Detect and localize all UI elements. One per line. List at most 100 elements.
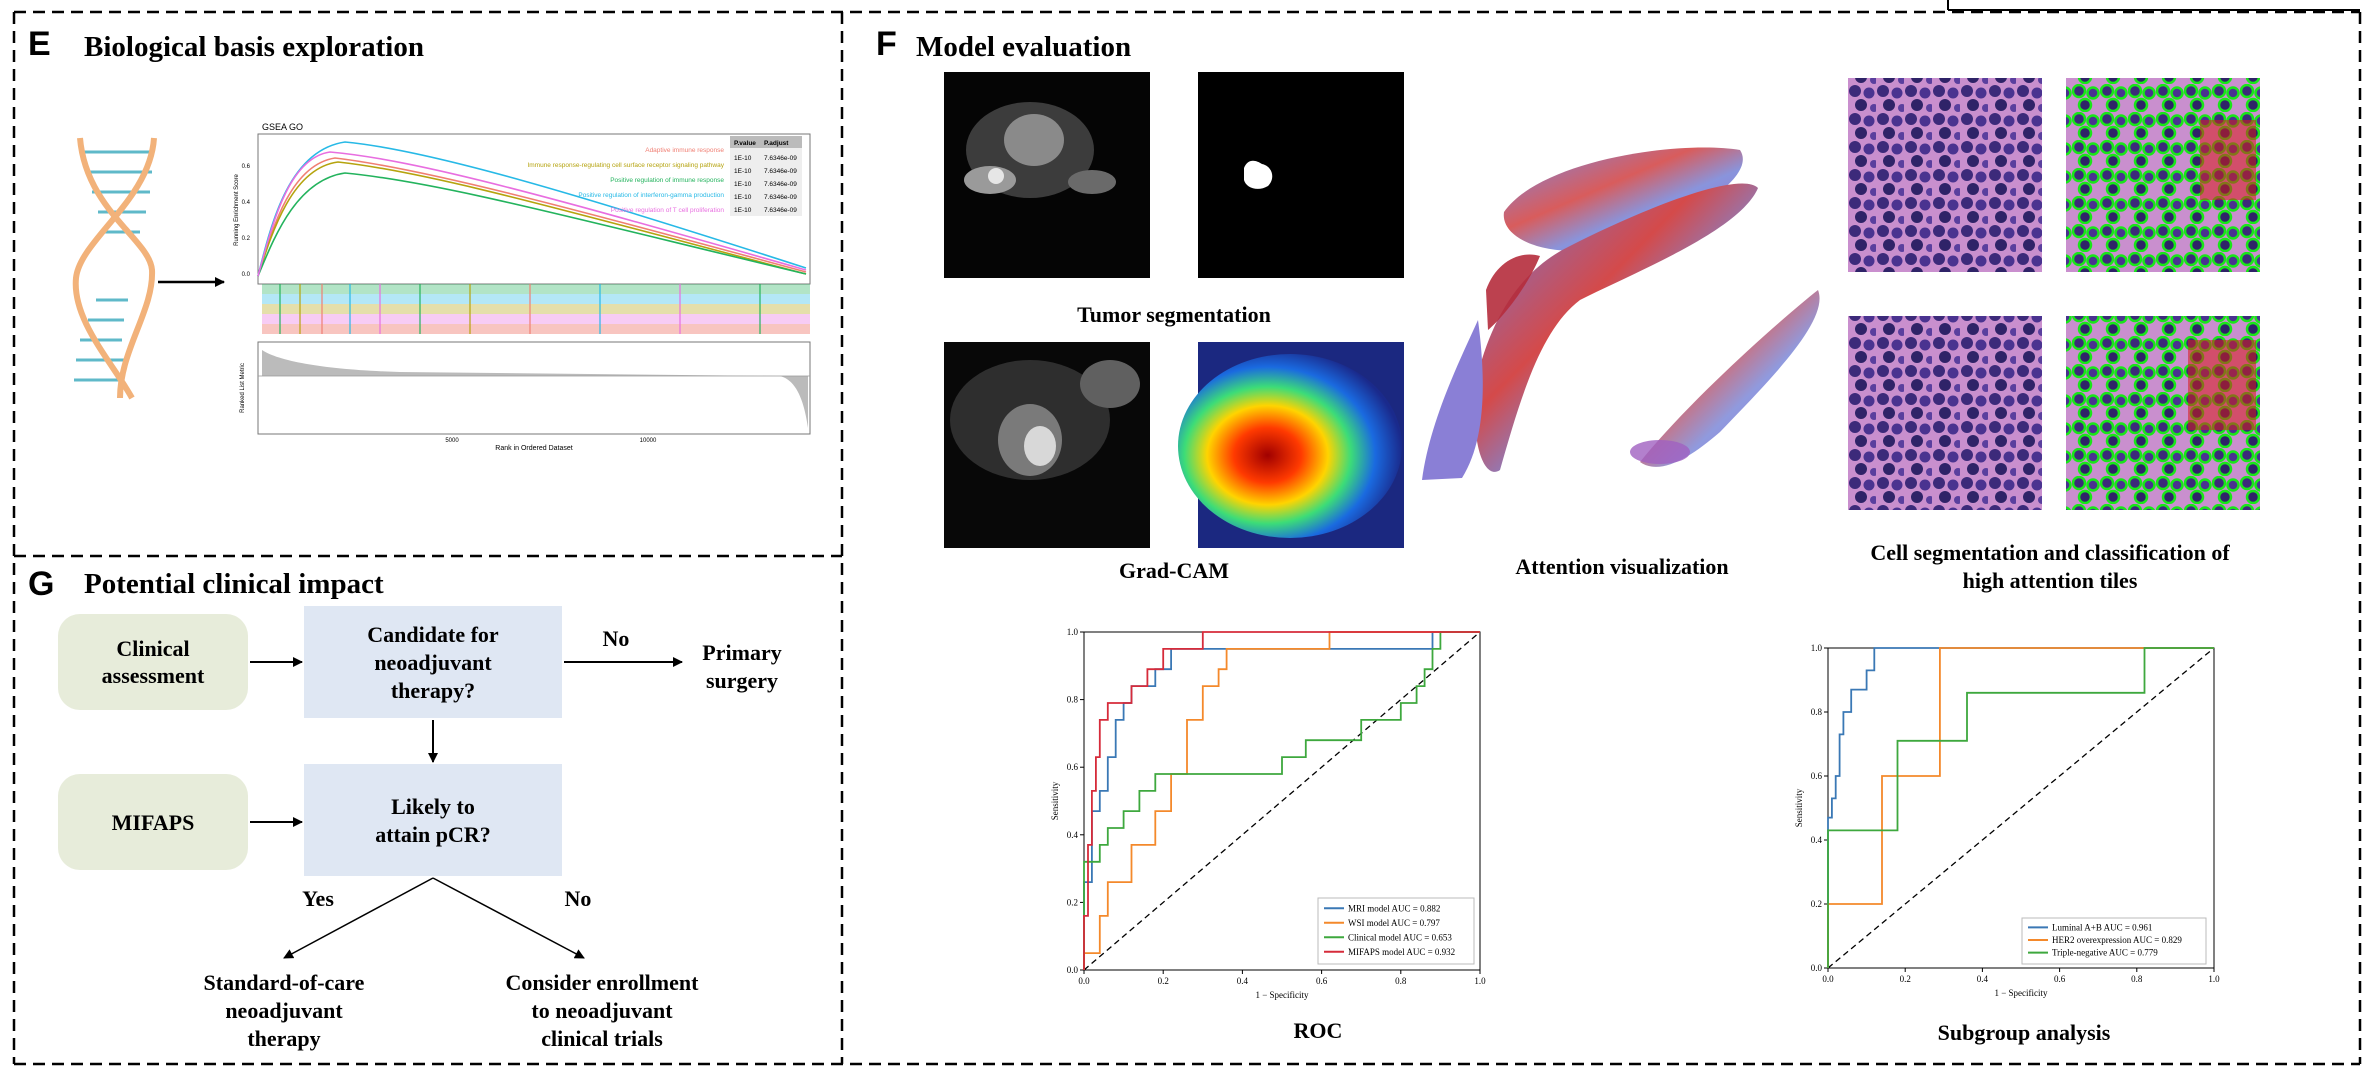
roc-y-tick-label: 0.0 <box>1811 963 1823 973</box>
primary-surgery-label: surgery <box>706 668 778 693</box>
likely-to-trials-arrow <box>432 877 585 959</box>
gsea-y-label-bottom: Ranked List Metric <box>240 363 246 413</box>
panel-g-title: Potential clinical impact <box>84 568 384 600</box>
gsea-term-label: Adaptive immune response <box>645 147 724 154</box>
roc-x-tick-label: 1.0 <box>2208 974 2220 984</box>
roc-legend-label: MRI model AUC = 0.882 <box>1348 903 1440 913</box>
consider-trials-label: to neoadjuvant <box>531 998 673 1023</box>
cell-tile-original-1 <box>1848 78 2042 272</box>
gsea-y-tick: 0.0 <box>242 272 251 278</box>
roc-legend-label: HER2 overexpression AUC = 0.829 <box>2052 935 2182 945</box>
roc-y-tick-label: 0.6 <box>1811 771 1823 781</box>
subgroup-roc-chart: 0.00.0 0.2 0.2 0.4 0.4 0.6 0.6 0.8 0.8 1.0 1.0 1 − … <box>1794 643 2220 998</box>
subgroup-caption: Subgroup analysis <box>1938 1020 2111 1045</box>
likely-pcr-label: attain pCR? <box>375 822 491 847</box>
gradcam-caption: Grad-CAM <box>1119 558 1229 583</box>
gsea-pvalue: 1E-10 <box>734 155 752 162</box>
clinical-flowchart: Clinical assessment Candidate for neoadj… <box>58 606 782 1051</box>
gsea-curve-immune <box>257 172 807 277</box>
gradcam-heatmap-image <box>1178 342 1404 548</box>
gsea-padjust: 7.6346e-09 <box>764 194 797 201</box>
roc-legend-box <box>2021 917 2207 965</box>
roc-y-tick-label: 1.0 <box>1067 627 1079 637</box>
roc-y-tick-label: 0.8 <box>1811 707 1823 717</box>
roc-x-tick-label: 1.0 <box>1474 976 1486 986</box>
gsea-x-tick: 10000 <box>640 438 657 444</box>
roc-y-tick-label: 0.6 <box>1067 762 1079 772</box>
roc-legend-label: Clinical model AUC = 0.653 <box>1348 932 1452 942</box>
roc-series-line <box>1827 647 2214 968</box>
clinical-assessment-label: Clinical <box>116 636 189 661</box>
likely-pcr-label: Likely to <box>391 794 475 819</box>
panel-f-title: Model evaluation <box>916 31 1131 63</box>
roc-x-tick-label: 0.2 <box>1158 976 1169 986</box>
attention-caption: Attention visualization <box>1515 554 1728 579</box>
roc-legend-label: WSI model AUC = 0.797 <box>1348 918 1440 928</box>
mifaps-label: MIFAPS <box>112 810 195 835</box>
candidate-label: neoadjuvant <box>374 650 492 675</box>
roc-diagonal-reference <box>1827 647 2215 969</box>
roc-y-axis-label: Sensitivity <box>1794 788 1804 827</box>
clinical-assessment-label: assessment <box>102 663 205 688</box>
gsea-padjust: 7.6346e-09 <box>764 181 797 188</box>
tumor-segmentation-caption: Tumor segmentation <box>1077 302 1271 327</box>
roc-x-tick-label: 0.6 <box>1316 976 1328 986</box>
gsea-term-label: Immune response-regulating cell surface … <box>527 162 724 169</box>
roc-x-axis-label: 1 − Specificity <box>1255 990 1309 1000</box>
mri-image <box>944 72 1150 278</box>
gsea-hit-bar <box>262 314 810 324</box>
roc-y-tick-label: 0.8 <box>1067 695 1079 705</box>
gsea-x-label: Rank in Ordered Dataset <box>495 445 572 452</box>
gsea-score-frame <box>257 133 811 285</box>
panel-e-title: Biological basis exploration <box>84 31 424 63</box>
panel-frames <box>12 10 2362 1066</box>
gsea-plot-title: GSEA GO <box>262 122 303 132</box>
roc-y-axis-label: Sensitivity <box>1050 781 1060 820</box>
primary-surgery-label: Primary <box>702 640 781 665</box>
standard-of-care-label: Standard-of-care <box>204 970 365 995</box>
roc-y-tick-label: 0.0 <box>1067 965 1079 975</box>
gsea-curve-receptor <box>257 161 807 277</box>
roc-x-tick-label: 0.4 <box>1237 976 1249 986</box>
dna-helix-icon <box>72 137 157 400</box>
consider-trials-label: Consider enrollment <box>506 970 700 995</box>
gsea-x-tick: 5000 <box>445 438 459 444</box>
gsea-hit-bar <box>262 284 810 294</box>
cell-caption: Cell segmentation and classification of <box>1870 540 2230 565</box>
tumor-mask-image <box>1198 72 1404 278</box>
gsea-y-tick: 0.2 <box>242 236 251 242</box>
roc-x-tick-label: 0.0 <box>1078 976 1090 986</box>
likely-pcr-box <box>304 764 562 876</box>
roc-x-tick-label: 0.8 <box>2131 974 2143 984</box>
gsea-hit-bar <box>262 304 810 314</box>
gsea-pvalue: 1E-10 <box>734 207 752 214</box>
gsea-pvalue: 1E-10 <box>734 168 752 175</box>
roc-caption: ROC <box>1294 1018 1343 1043</box>
gsea-term-label: Positive regulation of T cell proliferat… <box>611 207 725 214</box>
gsea-pvalue: 1E-10 <box>734 194 752 201</box>
standard-of-care-label: neoadjuvant <box>225 998 343 1023</box>
gsea-y-tick: 0.4 <box>242 200 251 206</box>
gsea-rank-frame <box>257 341 811 435</box>
mri-zoom-image <box>944 342 1150 548</box>
roc-legend-label: MIFAPS model AUC = 0.932 <box>1348 947 1455 957</box>
gsea-hit-bar <box>262 324 810 334</box>
mifaps-box <box>58 774 248 870</box>
roc-x-tick-label: 0.6 <box>2054 974 2066 984</box>
gsea-term-label: Positive regulation of interferon-gamma … <box>578 192 724 199</box>
roc-legend-label: Luminal A+B AUC = 0.961 <box>2052 922 2152 932</box>
cell-tile-original-2 <box>1848 316 2042 510</box>
roc-diagonal-reference <box>1083 631 1481 971</box>
clinical-assessment-box <box>58 614 248 710</box>
roc-series-line <box>1083 631 1480 970</box>
roc-y-tick-label: 0.2 <box>1067 897 1078 907</box>
gsea-padjust: 7.6346e-09 <box>764 168 797 175</box>
standard-of-care-label: therapy <box>247 1026 320 1051</box>
gsea-y-label-top: Running Enrichment Score <box>234 173 240 245</box>
gsea-plot: GSEA GO 0.6 0.4 0.2 0.0 Running Enrichme… <box>234 122 811 452</box>
roc-x-tick-label: 0.2 <box>1900 974 1911 984</box>
yes-label: Yes <box>302 886 334 911</box>
roc-x-tick-label: 0.4 <box>1977 974 1989 984</box>
gsea-term-label: Positive regulation of immune response <box>610 177 724 184</box>
